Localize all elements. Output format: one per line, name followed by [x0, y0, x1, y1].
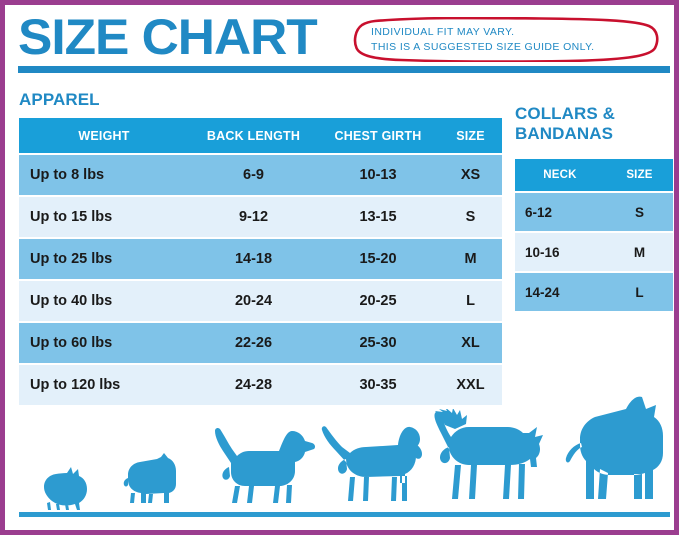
cell-weight: Up to 25 lbs [19, 239, 190, 279]
table-row: Up to 40 lbs 20-24 20-25 L [19, 281, 502, 321]
cell-weight: Up to 60 lbs [19, 323, 190, 363]
cell-back-length: 24-28 [190, 365, 317, 405]
table-row: Up to 15 lbs 9-12 13-15 S [19, 197, 502, 237]
apparel-size-table: WEIGHT BACK LENGTH CHEST GIRTH SIZE Up t… [19, 116, 502, 407]
table-row: Up to 60 lbs 22-26 25-30 XL [19, 323, 502, 363]
disclaimer-line-2: THIS IS A SUGGESTED SIZE GUIDE ONLY. [371, 40, 595, 53]
cell-chest-girth: 15-20 [317, 239, 439, 279]
cell-neck: 10-16 [515, 233, 606, 271]
cell-chest-girth: 30-35 [317, 365, 439, 405]
cell-chest-girth: 13-15 [317, 197, 439, 237]
disclaimer-callout: INDIVIDUAL FIT MAY VARY. THIS IS A SUGGE… [353, 17, 661, 62]
cell-weight: Up to 15 lbs [19, 197, 190, 237]
collars-size-table: NECK SIZE 6-12 S 10-16 M 14-24 L [515, 157, 673, 313]
disclaimer-text: INDIVIDUAL FIT MAY VARY. THIS IS A SUGGE… [371, 25, 653, 54]
pug-silhouette [115, 451, 187, 513]
column-header-size: SIZE [439, 118, 502, 153]
husky-silhouette [411, 409, 551, 513]
cell-back-length: 9-12 [190, 197, 317, 237]
table-row: Up to 8 lbs 6-9 10-13 XS [19, 155, 502, 195]
cell-neck: 6-12 [515, 193, 606, 231]
table-row: Up to 120 lbs 24-28 30-35 XXL [19, 365, 502, 405]
cell-back-length: 6-9 [190, 155, 317, 195]
great-dane-silhouette [564, 395, 674, 513]
spaniel-silhouette [306, 421, 430, 513]
column-header-back-length: BACK LENGTH [190, 118, 317, 153]
ground-line [19, 512, 670, 517]
table-row: 14-24 L [515, 273, 673, 311]
collars-section-heading: COLLARS & BANDANAS [515, 104, 616, 143]
cell-size: XL [439, 323, 502, 363]
cell-weight: Up to 8 lbs [19, 155, 190, 195]
table-row: 10-16 M [515, 233, 673, 271]
title-underline-rule [18, 66, 670, 73]
dog-silhouette-strip [19, 396, 670, 523]
cell-chest-girth: 25-30 [317, 323, 439, 363]
pomeranian-silhouette [37, 465, 99, 513]
column-header-weight: WEIGHT [19, 118, 190, 153]
page-title: SIZE CHART [18, 9, 318, 65]
disclaimer-line-1: INDIVIDUAL FIT MAY VARY. [371, 26, 515, 38]
column-header-size: SIZE [606, 159, 673, 191]
table-row: 6-12 S [515, 193, 673, 231]
cell-back-length: 14-18 [190, 239, 317, 279]
column-header-chest-girth: CHEST GIRTH [317, 118, 439, 153]
cell-size: S [606, 193, 673, 231]
table-header-row: NECK SIZE [515, 159, 673, 191]
cell-back-length: 22-26 [190, 323, 317, 363]
red-oval-icon [353, 17, 659, 62]
cell-weight: Up to 120 lbs [19, 365, 190, 405]
apparel-section-heading: APPAREL [19, 90, 100, 109]
table-row: Up to 25 lbs 14-18 15-20 M [19, 239, 502, 279]
cell-size: M [439, 239, 502, 279]
cell-size: S [439, 197, 502, 237]
cell-size: M [606, 233, 673, 271]
cell-weight: Up to 40 lbs [19, 281, 190, 321]
cell-chest-girth: 10-13 [317, 155, 439, 195]
cell-neck: 14-24 [515, 273, 606, 311]
cell-size: L [606, 273, 673, 311]
cell-size: XXL [439, 365, 502, 405]
cell-size: XS [439, 155, 502, 195]
cell-size: L [439, 281, 502, 321]
cell-chest-girth: 20-25 [317, 281, 439, 321]
labrador-silhouette [199, 423, 319, 513]
cell-back-length: 20-24 [190, 281, 317, 321]
column-header-neck: NECK [515, 159, 606, 191]
table-header-row: WEIGHT BACK LENGTH CHEST GIRTH SIZE [19, 118, 502, 153]
